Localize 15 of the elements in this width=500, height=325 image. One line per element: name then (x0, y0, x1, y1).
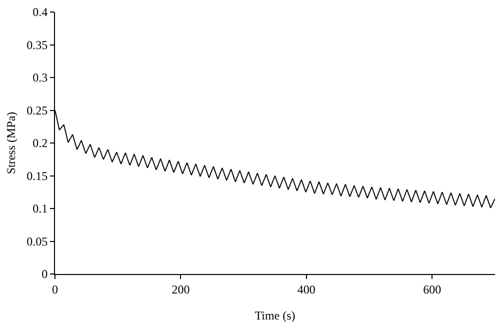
y-tick-label: 0.2 (32, 136, 48, 150)
y-tick-label: 0.35 (26, 38, 48, 52)
x-tick-label: 200 (172, 282, 190, 296)
y-tick-label: 0.3 (32, 70, 48, 85)
y-tick-label: 0.15 (26, 168, 48, 183)
y-tick-label: 0 (42, 267, 48, 282)
x-tick-label: 0 (52, 282, 58, 296)
y-tick-label: 0.05 (26, 234, 48, 248)
x-axis-title: Time (s) (254, 308, 296, 322)
y-tick-label: 0.25 (26, 103, 48, 118)
x-tick-label: 600 (423, 282, 442, 296)
y-axis-title: Stress (MPa) (4, 112, 18, 174)
y-tick-label: 0.4 (32, 5, 48, 20)
x-tick-label: 400 (297, 282, 316, 296)
y-tick-label: 0.1 (32, 202, 48, 216)
